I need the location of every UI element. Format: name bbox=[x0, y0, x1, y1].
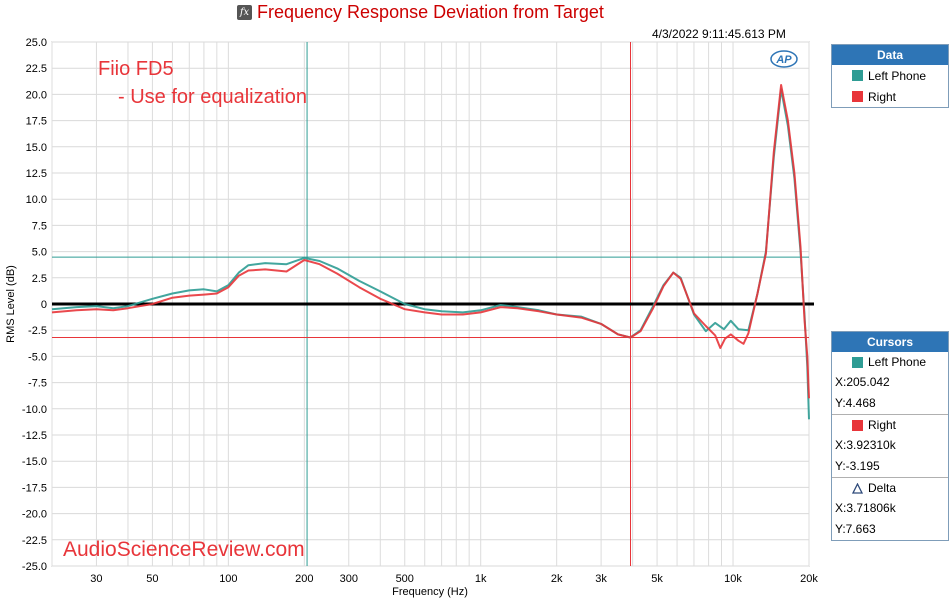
y-tick-label: -20.0 bbox=[22, 509, 47, 521]
y-tick-label: -12.5 bbox=[22, 430, 47, 442]
legend-item-right[interactable]: Right bbox=[832, 86, 948, 107]
right-swatch-icon bbox=[852, 91, 863, 102]
series-lines bbox=[51, 84, 810, 420]
x-tick-label: 50 bbox=[146, 573, 158, 585]
x-tick-label: 30 bbox=[90, 573, 102, 585]
x-tick-label: 3k bbox=[595, 573, 607, 585]
ap-logo-text: AP bbox=[775, 54, 792, 66]
title-bar: fx Frequency Response Deviation from Tar… bbox=[0, 0, 952, 26]
cursors-panel: Cursors Left Phone X:205.042 Y:4.468 Rig… bbox=[831, 331, 949, 541]
y-tick-label: 15.0 bbox=[26, 142, 47, 154]
y-tick-label: -2.5 bbox=[28, 325, 47, 337]
cursor-left-phone-section[interactable]: Left Phone X:205.042 Y:4.468 bbox=[832, 352, 948, 414]
fx-icon[interactable]: fx bbox=[237, 5, 252, 20]
x-tick-label: 5k bbox=[651, 573, 663, 585]
x-tick-label: 10k bbox=[724, 573, 742, 585]
series-line-right bbox=[51, 84, 810, 399]
cursor-delta-y: Y:7.663 bbox=[835, 522, 876, 536]
watermark: AudioScienceReview.com bbox=[63, 538, 305, 561]
cursor-delta-label: Delta bbox=[868, 481, 897, 495]
y-tick-label: 25.0 bbox=[26, 37, 47, 49]
y-tick-label: -15.0 bbox=[22, 456, 47, 468]
x-tick-label: 20k bbox=[800, 573, 818, 585]
chart-title: Frequency Response Deviation from Target bbox=[257, 2, 604, 22]
cursor-right-label: Right bbox=[868, 418, 897, 432]
y-tick-label: 17.5 bbox=[26, 116, 47, 128]
note-annotation: - Use for equalization bbox=[118, 86, 307, 108]
y-tick-label: 12.5 bbox=[26, 168, 47, 180]
y-tick-label: 22.5 bbox=[26, 63, 47, 75]
cursor-right-y: Y:-3.195 bbox=[835, 459, 880, 473]
y-tick-label: 2.5 bbox=[32, 273, 47, 285]
cursor-delta-section[interactable]: Delta X:3.71806k Y:7.663 bbox=[832, 477, 948, 540]
data-legend-header: Data bbox=[832, 45, 948, 65]
legend-label-right: Right bbox=[868, 89, 897, 104]
ap-logo-icon: AP bbox=[770, 50, 798, 68]
y-tick-label: -5.0 bbox=[28, 351, 47, 363]
y-tick-label: -25.0 bbox=[22, 561, 47, 573]
cursor-left-phone-name: Left Phone bbox=[832, 352, 948, 372]
delta-icon bbox=[852, 482, 863, 494]
timestamp: 4/3/2022 9:11:45.613 PM bbox=[652, 27, 786, 41]
x-tick-label: 100 bbox=[219, 573, 237, 585]
cursor-left-swatch-icon bbox=[852, 356, 863, 368]
x-axis-label: Frequency (Hz) bbox=[392, 586, 468, 598]
y-tick-label: 7.5 bbox=[32, 220, 47, 232]
cursor-left-y: Y:4.468 bbox=[835, 396, 876, 410]
left-phone-swatch-icon bbox=[852, 70, 863, 81]
y-tick-label: -10.0 bbox=[22, 404, 47, 416]
cursors-header: Cursors bbox=[832, 332, 948, 352]
cursor-right-x: X:3.92310k bbox=[835, 438, 896, 452]
x-tick-labels: 30 50 100 200 300 500 1k 2k 3k 5k 10k 20k bbox=[90, 573, 818, 585]
y-tick-label: 10.0 bbox=[26, 194, 47, 206]
model-annotation: Fiio FD5 bbox=[98, 58, 174, 80]
x-tick-label: 200 bbox=[295, 573, 313, 585]
cursor-right-name: Right bbox=[832, 415, 948, 435]
y-tick-label: -22.5 bbox=[22, 535, 47, 547]
y-tick-label: -17.5 bbox=[22, 482, 47, 494]
x-tick-label: 2k bbox=[551, 573, 563, 585]
cursor-right-swatch-icon bbox=[852, 419, 863, 431]
grid bbox=[51, 41, 810, 567]
cursor-delta-name: Delta bbox=[832, 478, 948, 498]
y-tick-label: 0 bbox=[41, 299, 47, 311]
cursor-left-x: X:205.042 bbox=[835, 375, 890, 389]
x-tick-label: 300 bbox=[340, 573, 358, 585]
y-tick-label: 5.0 bbox=[32, 247, 47, 259]
y-tick-label: 20.0 bbox=[26, 89, 47, 101]
legend-item-left-phone[interactable]: Left Phone bbox=[832, 65, 948, 86]
data-legend-panel: Data Left Phone Right bbox=[831, 44, 949, 108]
x-tick-label: 500 bbox=[396, 573, 414, 585]
y-tick-labels: 25.0 22.5 20.0 17.5 15.0 12.5 10.0 7.5 5.0 2.5 0 -2… bbox=[22, 37, 47, 573]
y-axis-label: RMS Level (dB) bbox=[5, 265, 17, 343]
cursor-left-label: Left Phone bbox=[868, 355, 927, 369]
cursor-delta-x: X:3.71806k bbox=[835, 501, 896, 515]
y-tick-label: -7.5 bbox=[28, 378, 47, 390]
cursor-right-section[interactable]: Right X:3.92310k Y:-3.195 bbox=[832, 414, 948, 477]
x-tick-label: 1k bbox=[475, 573, 487, 585]
legend-label-left-phone: Left Phone bbox=[868, 68, 927, 83]
